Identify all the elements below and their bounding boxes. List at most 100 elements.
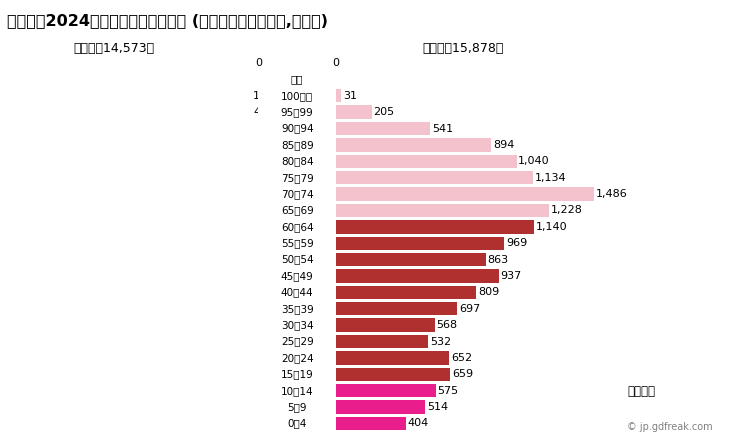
Text: 667: 667 bbox=[347, 369, 368, 379]
Bar bbox=[336, 138, 491, 152]
Text: 697: 697 bbox=[459, 304, 480, 314]
Bar bbox=[258, 220, 428, 234]
Text: 1,140: 1,140 bbox=[536, 222, 567, 232]
Text: © jp.gdfreak.com: © jp.gdfreak.com bbox=[627, 422, 712, 432]
Text: 863: 863 bbox=[488, 255, 509, 265]
Text: 5～9: 5～9 bbox=[287, 402, 307, 412]
Text: 10～14: 10～14 bbox=[281, 386, 313, 396]
Text: 724: 724 bbox=[356, 304, 377, 314]
Bar bbox=[336, 417, 406, 430]
Text: 1,134: 1,134 bbox=[534, 173, 566, 183]
Bar bbox=[258, 154, 373, 168]
Text: 75～79: 75～79 bbox=[281, 173, 313, 183]
Bar bbox=[336, 204, 549, 217]
Text: 不詳: 不詳 bbox=[291, 74, 303, 85]
Text: 1,426: 1,426 bbox=[459, 189, 491, 199]
Bar bbox=[258, 335, 356, 348]
Text: 0: 0 bbox=[255, 58, 262, 68]
Text: 55～59: 55～59 bbox=[281, 238, 313, 248]
Bar bbox=[258, 368, 367, 381]
Bar bbox=[258, 138, 333, 152]
Bar bbox=[336, 105, 372, 119]
Text: 47: 47 bbox=[254, 107, 268, 117]
Text: 50～54: 50～54 bbox=[281, 255, 313, 265]
Text: 971: 971 bbox=[396, 255, 417, 265]
Bar bbox=[336, 351, 449, 364]
Text: 851: 851 bbox=[377, 287, 398, 297]
Text: 45～49: 45～49 bbox=[281, 271, 313, 281]
Text: 30～34: 30～34 bbox=[281, 320, 313, 330]
Text: 1,153: 1,153 bbox=[416, 206, 447, 215]
Text: 532: 532 bbox=[430, 336, 451, 347]
Text: 31: 31 bbox=[343, 91, 357, 101]
Text: 937: 937 bbox=[500, 271, 522, 281]
Text: 969: 969 bbox=[506, 238, 527, 248]
Text: 15～19: 15～19 bbox=[281, 369, 313, 379]
Text: 単位：人: 単位：人 bbox=[627, 385, 655, 398]
Text: 70～74: 70～74 bbox=[281, 189, 313, 199]
Bar bbox=[258, 302, 375, 316]
Text: 543: 543 bbox=[327, 402, 348, 412]
Text: 40～44: 40～44 bbox=[281, 287, 313, 297]
Text: 372: 372 bbox=[299, 418, 320, 429]
Text: 205: 205 bbox=[373, 107, 394, 117]
Bar bbox=[258, 286, 396, 299]
Bar bbox=[336, 286, 477, 299]
Bar bbox=[258, 417, 319, 430]
Text: 575: 575 bbox=[437, 386, 459, 396]
Text: 0: 0 bbox=[332, 58, 340, 68]
Text: 大野市の2024年１月１日の人口構成 (住民基本台帳ベース,総人口): 大野市の2024年１月１日の人口構成 (住民基本台帳ベース,総人口) bbox=[7, 13, 328, 28]
Text: 608: 608 bbox=[338, 336, 359, 347]
Text: 1,486: 1,486 bbox=[596, 189, 628, 199]
Bar bbox=[258, 351, 368, 364]
Bar bbox=[336, 302, 457, 316]
Bar bbox=[258, 384, 354, 397]
Text: 1,020: 1,020 bbox=[394, 173, 425, 183]
Bar bbox=[336, 319, 434, 332]
Bar bbox=[258, 105, 266, 119]
Text: 80～84: 80～84 bbox=[281, 156, 313, 166]
Bar bbox=[336, 89, 341, 102]
Text: 90～94: 90～94 bbox=[281, 124, 313, 134]
Text: 710: 710 bbox=[354, 156, 375, 166]
Text: 904: 904 bbox=[385, 238, 406, 248]
Bar bbox=[258, 122, 292, 135]
Bar bbox=[336, 220, 534, 234]
Bar bbox=[336, 253, 486, 267]
Text: 971: 971 bbox=[396, 271, 417, 281]
Bar bbox=[336, 368, 451, 381]
Text: 514: 514 bbox=[427, 402, 448, 412]
Text: 679: 679 bbox=[348, 353, 370, 363]
Text: 1,228: 1,228 bbox=[551, 206, 582, 215]
Text: 207: 207 bbox=[272, 124, 294, 134]
Bar bbox=[258, 269, 416, 283]
Text: 100歳～: 100歳～ bbox=[281, 91, 313, 101]
Bar bbox=[258, 171, 424, 184]
Text: 男性計：14,573人: 男性計：14,573人 bbox=[73, 42, 154, 56]
Bar bbox=[336, 335, 429, 348]
Bar bbox=[336, 187, 594, 201]
Bar bbox=[258, 319, 358, 332]
Bar bbox=[258, 187, 489, 201]
Text: 1: 1 bbox=[253, 91, 260, 101]
Text: 85～89: 85～89 bbox=[281, 140, 313, 150]
Bar bbox=[336, 154, 517, 168]
Bar bbox=[258, 236, 405, 250]
Bar bbox=[336, 269, 499, 283]
Text: 20～24: 20～24 bbox=[281, 353, 313, 363]
Text: 463: 463 bbox=[314, 140, 335, 150]
Text: 894: 894 bbox=[493, 140, 515, 150]
Bar bbox=[336, 384, 436, 397]
Text: 95～99: 95～99 bbox=[281, 107, 313, 117]
Text: 1,049: 1,049 bbox=[398, 222, 430, 232]
Bar bbox=[258, 400, 346, 414]
Bar bbox=[336, 400, 425, 414]
Text: 女性計：15,878人: 女性計：15,878人 bbox=[423, 42, 504, 56]
Text: 0～4: 0～4 bbox=[287, 418, 307, 429]
Text: 60～64: 60～64 bbox=[281, 222, 313, 232]
Text: 591: 591 bbox=[335, 386, 356, 396]
Text: 65～69: 65～69 bbox=[281, 206, 313, 215]
Bar bbox=[258, 204, 445, 217]
Text: 652: 652 bbox=[451, 353, 472, 363]
Text: 568: 568 bbox=[437, 320, 458, 330]
